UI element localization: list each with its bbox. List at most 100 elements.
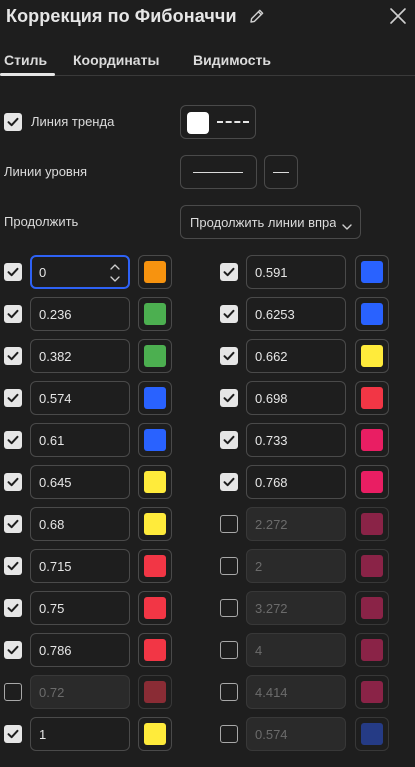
level-color-swatch	[144, 303, 166, 325]
tab-style[interactable]: Стиль	[4, 52, 48, 68]
pencil-icon[interactable]	[247, 6, 267, 26]
level-color-swatch	[361, 597, 383, 619]
level-color-button[interactable]	[355, 591, 389, 625]
level-value-input[interactable]: 0.698	[246, 381, 346, 415]
level-value-input[interactable]: 1	[30, 717, 130, 751]
level-checkbox[interactable]	[220, 431, 238, 449]
level-checkbox[interactable]	[4, 473, 22, 491]
level-color-button[interactable]	[138, 633, 172, 667]
level-value-input[interactable]: 0.6253	[246, 297, 346, 331]
tab-visibility[interactable]: Видимость	[193, 52, 271, 68]
level-color-button[interactable]	[355, 507, 389, 541]
level-value-input[interactable]: 0.382	[30, 339, 130, 373]
level-checkbox[interactable]	[4, 263, 22, 281]
level-value-input[interactable]: 2	[246, 549, 346, 583]
level-value-input[interactable]: 0.733	[246, 423, 346, 457]
level-checkbox[interactable]	[220, 641, 238, 659]
level-value-input[interactable]: 0.768	[246, 465, 346, 499]
level-value-input[interactable]: 0.645	[30, 465, 130, 499]
level-checkbox[interactable]	[220, 347, 238, 365]
level-value-input[interactable]: 2.272	[246, 507, 346, 541]
tab-coordinates[interactable]: Координаты	[73, 52, 160, 68]
level-color-button[interactable]	[355, 255, 389, 289]
trend-line-label: Линия тренда	[31, 114, 115, 129]
level-color-button[interactable]	[138, 507, 172, 541]
level-checkbox[interactable]	[220, 683, 238, 701]
chevron-down-icon	[342, 218, 352, 236]
level-value-text: 0.662	[255, 349, 288, 364]
level-value-input[interactable]: 4	[246, 633, 346, 667]
level-checkbox[interactable]	[220, 725, 238, 743]
level-color-button[interactable]	[138, 255, 172, 289]
level-checkbox[interactable]	[4, 515, 22, 533]
level-color-swatch	[144, 387, 166, 409]
level-line-style-button[interactable]	[180, 155, 257, 189]
level-checkbox[interactable]	[220, 263, 238, 281]
level-color-button[interactable]	[355, 675, 389, 709]
level-value-input[interactable]: 0.574	[246, 717, 346, 751]
level-value-input[interactable]: 0.236	[30, 297, 130, 331]
level-checkbox[interactable]	[220, 557, 238, 575]
level-color-swatch	[144, 555, 166, 577]
level-checkbox[interactable]	[220, 515, 238, 533]
level-value-text: 0.645	[39, 475, 72, 490]
close-icon[interactable]	[388, 6, 408, 26]
level-checkbox[interactable]	[4, 431, 22, 449]
level-value-input[interactable]: 3.272	[246, 591, 346, 625]
trend-line-style-button[interactable]	[180, 105, 256, 139]
level-color-button[interactable]	[138, 423, 172, 457]
level-checkbox[interactable]	[220, 389, 238, 407]
level-color-swatch	[144, 639, 166, 661]
level-checkbox[interactable]	[4, 305, 22, 323]
level-value-input[interactable]: 0.75	[30, 591, 130, 625]
level-checkbox[interactable]	[4, 725, 22, 743]
level-color-swatch	[144, 471, 166, 493]
level-color-button[interactable]	[355, 633, 389, 667]
level-checkbox[interactable]	[220, 305, 238, 323]
level-color-button[interactable]	[138, 465, 172, 499]
level-checkbox[interactable]	[220, 473, 238, 491]
level-checkbox[interactable]	[220, 599, 238, 617]
level-value-input[interactable]: 0	[30, 255, 130, 289]
level-checkbox[interactable]	[4, 347, 22, 365]
level-color-button[interactable]	[355, 297, 389, 331]
level-line-width-button[interactable]	[264, 155, 298, 189]
level-value-input[interactable]: 0.72	[30, 675, 130, 709]
level-color-button[interactable]	[355, 339, 389, 373]
level-value-input[interactable]: 0.591	[246, 255, 346, 289]
level-value-input[interactable]: 0.786	[30, 633, 130, 667]
level-color-button[interactable]	[355, 717, 389, 751]
level-value-text: 0.786	[39, 643, 72, 658]
level-color-button[interactable]	[355, 381, 389, 415]
level-color-button[interactable]	[138, 297, 172, 331]
stepper-icon[interactable]	[110, 261, 120, 285]
level-checkbox[interactable]	[4, 389, 22, 407]
trend-line-checkbox[interactable]	[4, 113, 22, 131]
level-color-button[interactable]	[138, 381, 172, 415]
level-value-input[interactable]: 0.68	[30, 507, 130, 541]
level-color-swatch	[361, 429, 383, 451]
level-color-button[interactable]	[138, 591, 172, 625]
level-value-input[interactable]: 4.414	[246, 675, 346, 709]
level-color-button[interactable]	[138, 717, 172, 751]
level-value-text: 0.6253	[255, 307, 295, 322]
level-value-text: 0	[39, 265, 47, 280]
level-value-input[interactable]: 0.662	[246, 339, 346, 373]
level-color-button[interactable]	[138, 339, 172, 373]
level-value-input[interactable]: 0.574	[30, 381, 130, 415]
level-color-swatch	[361, 723, 383, 745]
level-color-button[interactable]	[355, 423, 389, 457]
level-checkbox[interactable]	[4, 557, 22, 575]
level-color-button[interactable]	[355, 465, 389, 499]
level-color-button[interactable]	[138, 675, 172, 709]
level-color-button[interactable]	[138, 549, 172, 583]
level-color-button[interactable]	[355, 549, 389, 583]
level-value-text: 0.715	[39, 559, 72, 574]
level-value-input[interactable]: 0.715	[30, 549, 130, 583]
level-checkbox[interactable]	[4, 683, 22, 701]
extend-select[interactable]: Продолжить линии вправо	[180, 205, 361, 239]
level-color-swatch	[361, 261, 383, 283]
level-value-input[interactable]: 0.61	[30, 423, 130, 457]
level-checkbox[interactable]	[4, 641, 22, 659]
level-checkbox[interactable]	[4, 599, 22, 617]
